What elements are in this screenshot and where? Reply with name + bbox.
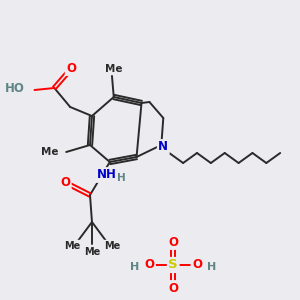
Text: O: O (168, 236, 178, 248)
Text: H: H (130, 262, 140, 272)
Text: NH: NH (97, 169, 117, 182)
Text: Me: Me (105, 64, 122, 74)
Text: O: O (192, 259, 202, 272)
Text: Me: Me (41, 147, 58, 157)
Text: Me: Me (64, 241, 80, 251)
Text: O: O (66, 61, 76, 74)
Text: HO: HO (5, 82, 25, 95)
Text: N: N (158, 140, 168, 154)
Text: H: H (207, 262, 216, 272)
Text: H: H (117, 173, 126, 183)
Text: S: S (168, 259, 178, 272)
Text: O: O (168, 281, 178, 295)
Text: O: O (144, 259, 154, 272)
Text: O: O (60, 176, 70, 190)
Text: Me: Me (104, 241, 120, 251)
Text: Me: Me (84, 247, 100, 257)
